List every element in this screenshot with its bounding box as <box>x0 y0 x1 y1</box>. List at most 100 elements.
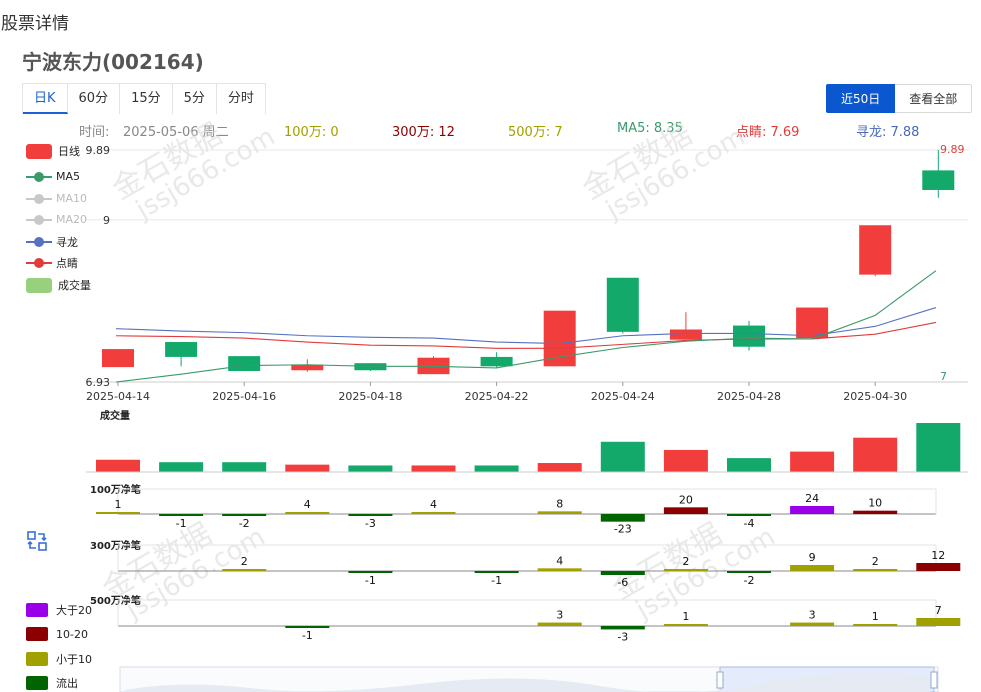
tab-60min[interactable]: 60分 <box>68 84 121 114</box>
legend-swatch <box>26 676 48 690</box>
flow-value-label: -3 <box>617 630 628 643</box>
flow-bar <box>727 571 771 573</box>
legend-ma5[interactable]: MA5 <box>26 170 80 183</box>
legend-dianjing[interactable]: 点睛 <box>26 255 78 271</box>
legend-swatch <box>26 277 52 293</box>
range-buttons: 近50日 查看全部 <box>826 84 973 113</box>
volume-bar <box>159 462 204 472</box>
flow-value-label: 2 <box>682 555 689 568</box>
volume-bar <box>222 462 267 472</box>
candle-body <box>165 342 198 357</box>
flow-title: 500万净笔 <box>90 594 141 607</box>
legend-label: 大于20 <box>56 604 92 617</box>
volume-title: 成交量 <box>100 409 130 422</box>
flow-value-label: 7 <box>935 604 942 617</box>
flow-value-label: 3 <box>556 609 563 622</box>
flow-legend-over20[interactable]: 大于20 <box>26 602 92 618</box>
legend-swatch <box>26 627 48 641</box>
info-xunlong: 寻龙: 7.88 <box>856 125 920 140</box>
legend-label: 小于10 <box>56 653 92 666</box>
tab-5min[interactable]: 5分 <box>173 84 217 114</box>
flow-bar <box>790 622 835 626</box>
flow-bar <box>222 569 267 571</box>
flow-value-label: -1 <box>176 517 187 530</box>
flow-value-label: -2 <box>744 574 755 587</box>
flow-value-label: 4 <box>430 498 437 511</box>
flow-value-label: -1 <box>302 629 313 642</box>
flow-bar <box>727 514 771 516</box>
legend-ma20[interactable]: MA20 <box>26 213 87 226</box>
xunlong-line <box>115 307 937 345</box>
flow-bar <box>474 571 519 573</box>
flow-bar <box>411 512 456 514</box>
volume-bar <box>663 449 708 472</box>
flow-title: 100万净笔 <box>90 483 141 496</box>
info-time-value: 2025-05-06 周二 <box>123 125 229 140</box>
legend-volume[interactable]: 成交量 <box>26 277 91 293</box>
view-all-button[interactable]: 查看全部 <box>895 84 973 113</box>
recent-50-days-button[interactable]: 近50日 <box>826 84 896 113</box>
swap-icon[interactable] <box>26 530 48 552</box>
flow-bar <box>285 626 330 628</box>
flow-value-label: -23 <box>614 523 632 536</box>
legend-label: MA5 <box>56 170 81 183</box>
flow-title: 300万净笔 <box>90 539 141 552</box>
flow-value-label: 3 <box>809 609 816 622</box>
candle-body <box>669 329 702 340</box>
flow-bar <box>663 569 708 571</box>
flow-legend-outflow[interactable]: 流出 <box>26 675 78 691</box>
flow-bar <box>600 514 645 522</box>
y-tick-label: 9 <box>103 214 110 227</box>
flow-value-label: -4 <box>744 517 755 530</box>
flow-legend-under10[interactable]: 小于10 <box>26 651 92 667</box>
flow-value-label: 24 <box>805 492 819 505</box>
volume-bar <box>853 437 898 472</box>
info-500w: 500万: 7 <box>508 125 563 140</box>
candle-body <box>606 277 639 332</box>
x-tick-label: 2025-04-24 <box>591 390 655 403</box>
flow-bar <box>537 568 582 571</box>
volume-bar <box>727 458 771 472</box>
flow-legend-10-20[interactable]: 10-20 <box>26 627 88 641</box>
volume-bar <box>474 465 519 472</box>
volume-bar <box>285 464 330 472</box>
flow-bar <box>96 512 140 514</box>
flow-value-label: 4 <box>304 498 311 511</box>
flow-bar <box>600 626 645 630</box>
flow-value-label: 12 <box>931 549 945 562</box>
flow-bar <box>853 510 898 514</box>
x-tick-label: 2025-04-18 <box>338 390 402 403</box>
x-tick-label: 2025-04-28 <box>717 390 781 403</box>
flow-value-label: 2 <box>241 555 248 568</box>
flow-value-label: -6 <box>617 576 628 589</box>
legend-daily-line[interactable]: 日线 <box>26 143 80 159</box>
flow-value-label: -2 <box>239 517 250 530</box>
flow-value-label: 1 <box>115 498 122 511</box>
flow-value-label: 10 <box>868 497 882 510</box>
ma5-line <box>115 270 937 383</box>
period-tabs: 日K 60分 15分 5分 分时 <box>22 83 266 114</box>
y-tick-label: 6.93 <box>86 376 111 389</box>
legend-swatch <box>26 603 48 617</box>
flow-value-label: -3 <box>365 517 376 530</box>
max-price-label: 9.89 <box>940 143 965 156</box>
volume-bar <box>348 465 393 472</box>
legend-label: 日线 <box>58 145 80 158</box>
legend-swatch <box>26 652 48 666</box>
legend-ma10[interactable]: MA10 <box>26 192 87 205</box>
flow-bar <box>348 571 393 573</box>
legend-label: 成交量 <box>58 279 91 292</box>
legend-label: 流出 <box>56 677 78 690</box>
legend-xunlong[interactable]: 寻龙 <box>26 234 78 250</box>
tab-daily-k[interactable]: 日K <box>23 84 68 114</box>
min-price-label: 7 <box>940 370 947 383</box>
flow-bar <box>537 511 582 514</box>
tab-15min[interactable]: 15分 <box>120 84 173 114</box>
zoom-slider-handle-right <box>930 671 938 689</box>
volume-bar <box>790 451 835 472</box>
flow-value-label: 2 <box>872 555 879 568</box>
flow-value-label: 1 <box>682 610 689 623</box>
flow-bar <box>348 514 393 516</box>
tab-intraday[interactable]: 分时 <box>227 91 254 106</box>
